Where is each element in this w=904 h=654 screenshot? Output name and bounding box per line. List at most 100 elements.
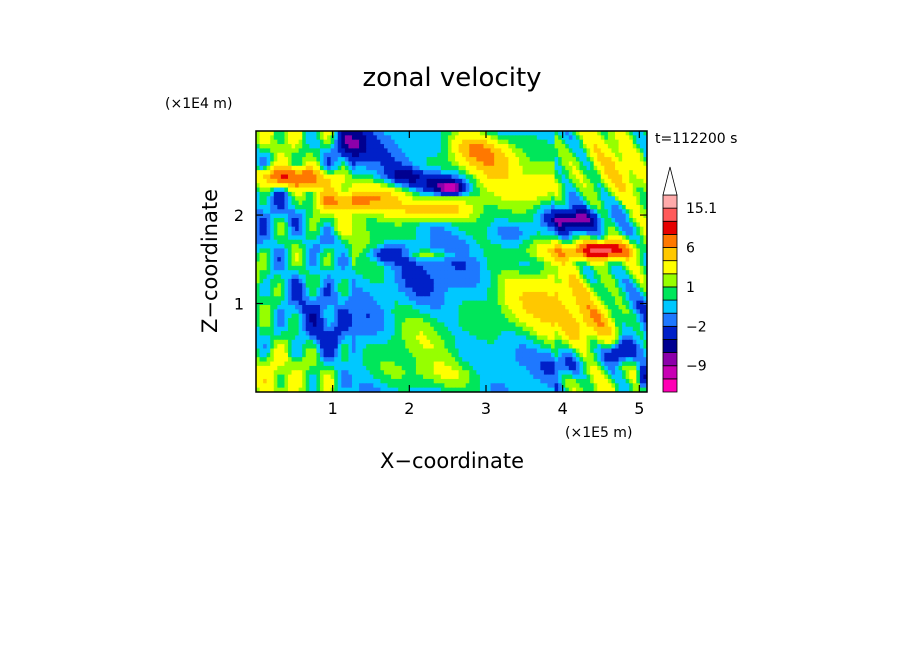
heatmap-cell (451, 183, 456, 189)
heatmap-cell (426, 278, 431, 284)
heatmap-cell (511, 274, 517, 280)
heatmap-cell (465, 213, 470, 219)
heatmap-cell (615, 174, 620, 180)
heatmap-cell (419, 252, 424, 258)
heatmap-cell (490, 178, 495, 184)
heatmap-cell (593, 278, 598, 284)
heatmap-cell (430, 291, 435, 297)
heatmap-cell (572, 313, 577, 319)
heatmap-cell (380, 139, 385, 145)
heatmap-cell (412, 283, 417, 289)
heatmap-cell (366, 252, 371, 258)
heatmap-cell (319, 135, 325, 141)
heatmap-cell (579, 244, 584, 250)
heatmap-cell (295, 183, 300, 189)
heatmap-cell (419, 265, 424, 271)
heatmap-cell (600, 135, 605, 141)
heatmap-cell (547, 318, 552, 323)
heatmap-cell (348, 157, 353, 163)
heatmap-cell (625, 131, 630, 136)
heatmap-cell (309, 300, 314, 306)
heatmap-cell (380, 191, 385, 197)
heatmap-cell (458, 261, 463, 267)
heatmap-cell (263, 291, 268, 297)
heatmap-cell (376, 148, 381, 154)
heatmap-cell (565, 231, 570, 236)
heatmap-cell (437, 270, 442, 276)
heatmap-cell (586, 170, 591, 176)
heatmap-cell (465, 226, 470, 232)
heatmap-cell (472, 170, 477, 176)
heatmap-cell (280, 300, 286, 306)
heatmap-cell (270, 131, 275, 136)
heatmap-cell (291, 200, 296, 206)
heatmap-cell (323, 135, 328, 141)
heatmap-cell (280, 296, 286, 302)
heatmap-cell (490, 309, 495, 315)
heatmap-cell (455, 218, 460, 223)
heatmap-cell (305, 248, 310, 254)
heatmap-cell (376, 300, 381, 306)
heatmap-cell (625, 148, 630, 154)
heatmap-cell (319, 283, 325, 289)
heatmap-cell (611, 222, 616, 228)
heatmap-cell (291, 187, 296, 193)
heatmap-cell (458, 300, 463, 306)
heatmap-cell (515, 218, 520, 223)
heatmap-cell (270, 161, 275, 167)
heatmap-cell (643, 265, 647, 271)
heatmap-cell (494, 161, 499, 167)
heatmap-cell (280, 131, 286, 136)
heatmap-cell (615, 191, 620, 197)
heatmap-cell (618, 235, 623, 241)
heatmap-cell (316, 204, 321, 210)
heatmap-cell (497, 135, 502, 141)
heatmap-cell (298, 300, 303, 306)
heatmap-cell (351, 252, 357, 258)
heatmap-cell (259, 283, 264, 289)
heatmap-cell (391, 305, 396, 310)
heatmap-cell (543, 152, 549, 158)
heatmap-cell (533, 165, 538, 171)
heatmap-cell (551, 213, 556, 219)
heatmap-cell (266, 144, 271, 149)
heatmap-cell (330, 296, 335, 302)
heatmap-cell (412, 265, 417, 271)
heatmap-cell (469, 139, 474, 145)
heatmap-cell (433, 196, 438, 202)
heatmap-cell (302, 322, 307, 328)
heatmap-cell (607, 309, 613, 315)
heatmap-cell (551, 278, 556, 284)
heatmap-cell (309, 139, 314, 145)
heatmap-cell (632, 144, 637, 149)
heatmap-cell (348, 318, 353, 323)
heatmap-cell (273, 318, 278, 323)
heatmap-cell (458, 291, 463, 297)
heatmap-cell (380, 170, 385, 176)
heatmap-cell (469, 244, 474, 250)
heatmap-cell (487, 152, 492, 158)
heatmap-cell (515, 191, 520, 197)
heatmap-cell (373, 183, 378, 189)
heatmap-cell (426, 248, 431, 254)
heatmap-cell (618, 131, 623, 136)
heatmap-cell (522, 144, 527, 149)
heatmap-cell (497, 148, 502, 154)
heatmap-cell (494, 144, 499, 149)
heatmap-cell (387, 161, 392, 167)
heatmap-cell (373, 283, 378, 289)
heatmap-cell (266, 152, 271, 158)
heatmap-cell (440, 218, 445, 223)
heatmap-cell (529, 300, 534, 306)
heatmap-cell (508, 283, 513, 289)
heatmap-cell (533, 161, 538, 167)
heatmap-cell (597, 152, 602, 158)
heatmap-cell (391, 235, 396, 241)
heatmap-cell (351, 283, 357, 289)
heatmap-cell (501, 239, 506, 245)
heatmap-cell (490, 305, 495, 310)
heatmap-cell (327, 204, 332, 210)
heatmap-cell (256, 131, 261, 136)
heatmap-cell (515, 305, 520, 310)
heatmap-cell (455, 174, 460, 180)
